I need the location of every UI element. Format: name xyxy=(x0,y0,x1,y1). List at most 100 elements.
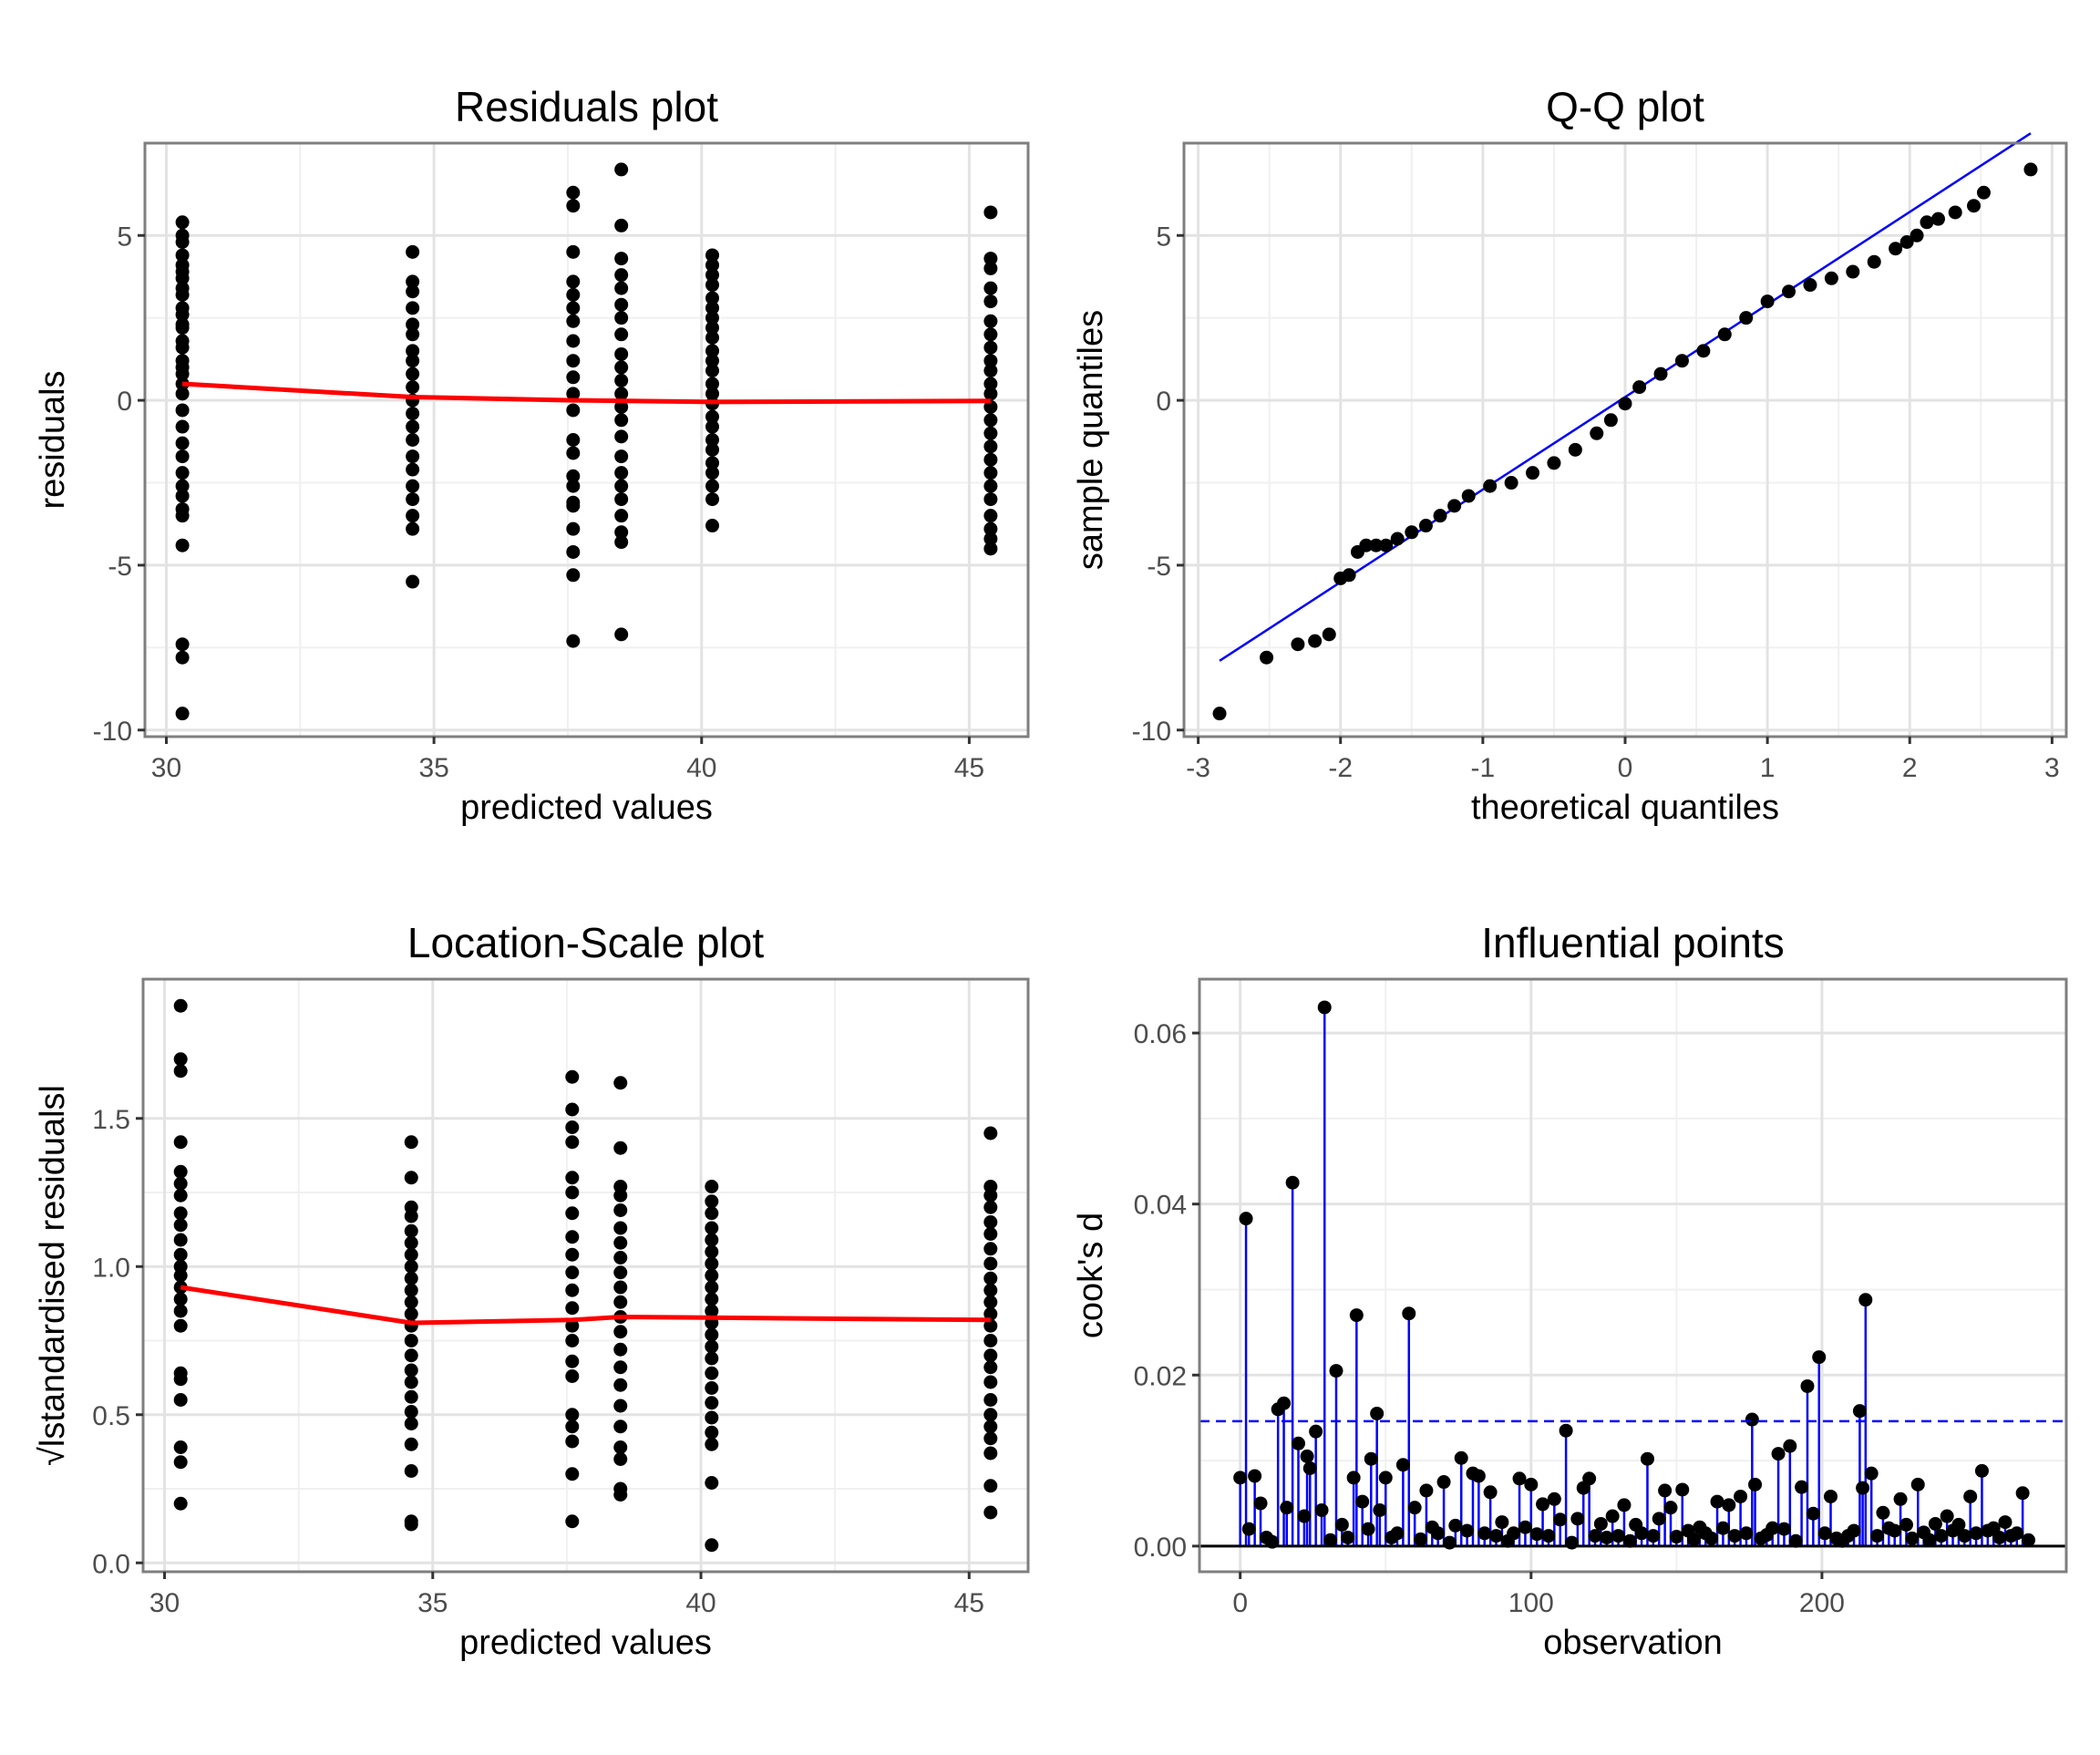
data-point xyxy=(1715,1521,1730,1535)
data-point xyxy=(1361,1522,1375,1536)
y-axis-label: sample quantiles xyxy=(1072,310,1110,570)
data-point xyxy=(1285,1175,1300,1190)
data-point xyxy=(406,462,420,477)
data-point xyxy=(614,218,629,232)
x-tick-label: -1 xyxy=(1471,753,1496,783)
data-point xyxy=(406,327,420,342)
data-point xyxy=(983,1348,998,1363)
data-point xyxy=(1760,294,1775,309)
data-point xyxy=(1646,1529,1661,1543)
data-point xyxy=(1653,366,1668,381)
panel-title: Q-Q plot xyxy=(1546,83,1704,130)
panel-4: 0 100 200 0.00 0.02 0.04 0.06 Influential point… xyxy=(1072,919,2068,1662)
data-point xyxy=(566,301,581,315)
data-point xyxy=(173,1372,188,1387)
data-point xyxy=(705,1244,719,1259)
data-point xyxy=(565,1247,580,1262)
data-point xyxy=(173,1176,188,1191)
data-point xyxy=(175,366,190,381)
data-point xyxy=(566,499,581,513)
data-point xyxy=(1765,1521,1780,1535)
data-point xyxy=(1461,489,1476,503)
data-point xyxy=(566,568,581,583)
data-point xyxy=(983,509,998,523)
x-tick-label: 200 xyxy=(1799,1588,1845,1618)
data-point xyxy=(1934,1529,1949,1543)
data-point xyxy=(983,479,998,493)
data-point xyxy=(404,1171,418,1185)
data-point xyxy=(1782,284,1796,299)
data-point xyxy=(983,1227,998,1241)
data-point xyxy=(614,492,629,507)
y-tick-label: 0 xyxy=(117,387,132,417)
data-point xyxy=(566,370,581,385)
data-point xyxy=(983,426,998,440)
data-point xyxy=(1518,1520,1532,1534)
data-point xyxy=(614,525,629,540)
data-point xyxy=(1948,205,1962,220)
data-point xyxy=(404,1375,418,1389)
data-point xyxy=(983,413,998,428)
data-point xyxy=(705,519,720,533)
x-axis-label: predicted values xyxy=(460,789,713,827)
data-point xyxy=(705,1180,719,1193)
y-tick-label: -10 xyxy=(1132,717,1171,747)
data-point xyxy=(1812,1350,1827,1365)
data-point xyxy=(173,1064,188,1079)
data-point xyxy=(1559,1423,1573,1438)
data-point xyxy=(1370,1406,1385,1420)
panel-border xyxy=(141,977,1030,1574)
data-point xyxy=(705,1425,719,1440)
data-point xyxy=(1483,1485,1498,1500)
data-point xyxy=(1547,1492,1561,1506)
data-point xyxy=(175,436,190,450)
data-point xyxy=(175,307,190,322)
data-point xyxy=(406,284,420,299)
data-point xyxy=(2010,1526,2024,1541)
data-point xyxy=(175,387,190,401)
data-point xyxy=(173,1318,188,1333)
panel-background xyxy=(145,143,1028,737)
data-point xyxy=(705,1194,719,1209)
data-point xyxy=(566,469,581,483)
data-point xyxy=(1800,1378,1815,1393)
data-point xyxy=(705,1327,719,1342)
data-point xyxy=(175,479,190,493)
data-point xyxy=(406,449,420,464)
data-point xyxy=(1734,1489,1748,1503)
data-point xyxy=(705,364,720,378)
data-point xyxy=(705,1233,719,1247)
data-point xyxy=(175,248,190,263)
data-point xyxy=(614,535,629,550)
data-point xyxy=(566,387,581,401)
y-tick-label: 5 xyxy=(117,222,132,252)
data-point xyxy=(613,1342,628,1357)
data-point xyxy=(173,1164,188,1179)
y-tick-label: 1.0 xyxy=(92,1253,130,1283)
data-point xyxy=(404,1295,418,1309)
data-point xyxy=(1957,1529,1971,1543)
data-point xyxy=(1824,1489,1838,1503)
data-point xyxy=(404,1334,418,1347)
data-point xyxy=(1858,1293,1873,1307)
data-point xyxy=(1922,1533,1937,1547)
data-point xyxy=(613,1399,628,1413)
data-point xyxy=(983,1419,998,1434)
x-tick-label: 2 xyxy=(1902,753,1918,783)
data-point xyxy=(614,297,629,312)
panel-title: Influential points xyxy=(1481,919,1784,966)
x-tick-label: 100 xyxy=(1508,1588,1554,1618)
x-axis-label: observation xyxy=(1543,1624,1722,1662)
data-point xyxy=(1369,538,1384,552)
data-layer xyxy=(173,998,998,1553)
data-point xyxy=(1349,1308,1364,1323)
data-point xyxy=(1622,1533,1637,1548)
data-point xyxy=(983,439,998,454)
data-point xyxy=(1867,254,1881,269)
data-point xyxy=(983,314,998,328)
data-point xyxy=(565,1135,580,1150)
data-point xyxy=(1407,1501,1422,1515)
data-point xyxy=(705,354,720,368)
x-tick-label: 0 xyxy=(1232,1588,1248,1618)
